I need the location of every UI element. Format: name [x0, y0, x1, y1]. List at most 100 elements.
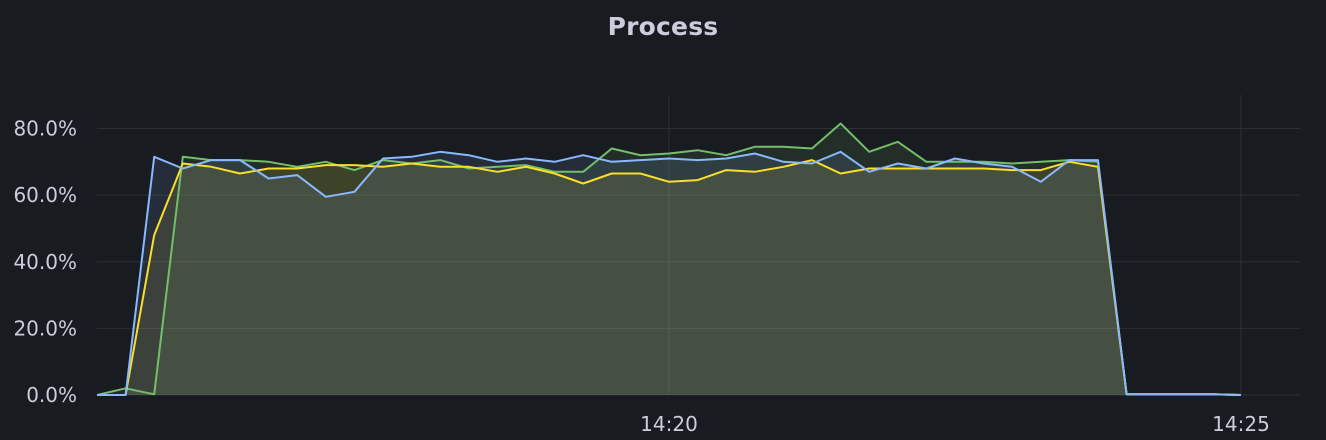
series-2-point[interactable]: [953, 167, 956, 170]
series-3-point[interactable]: [725, 157, 728, 160]
series-1-point[interactable]: [810, 147, 813, 150]
series-1-point[interactable]: [696, 149, 699, 152]
series-2-point[interactable]: [782, 165, 785, 168]
series-3-point[interactable]: [1068, 159, 1071, 162]
series-3-point[interactable]: [868, 170, 871, 173]
series-3-point[interactable]: [839, 150, 842, 153]
series-1-point[interactable]: [639, 154, 642, 157]
series-3-point[interactable]: [782, 160, 785, 163]
series-3-point[interactable]: [1211, 393, 1214, 396]
series-1-point[interactable]: [610, 147, 613, 150]
series-1-point[interactable]: [439, 159, 442, 162]
series-3-point[interactable]: [296, 174, 299, 177]
series-2-point[interactable]: [238, 172, 241, 175]
series-3-point[interactable]: [553, 160, 556, 163]
series-2-point[interactable]: [267, 167, 270, 170]
series-2-point[interactable]: [868, 167, 871, 170]
series-3-point[interactable]: [1182, 393, 1185, 396]
series-1-point[interactable]: [868, 150, 871, 153]
series-1-point[interactable]: [953, 160, 956, 163]
series-1-point[interactable]: [267, 160, 270, 163]
series-2-point[interactable]: [753, 170, 756, 173]
series-2-point[interactable]: [610, 172, 613, 175]
series-2-point[interactable]: [439, 165, 442, 168]
series-3-point[interactable]: [639, 159, 642, 162]
series-3-point[interactable]: [95, 393, 98, 396]
series-2-point[interactable]: [839, 172, 842, 175]
series-3-point[interactable]: [1096, 159, 1099, 162]
series-2-point[interactable]: [467, 165, 470, 168]
series-3-point[interactable]: [667, 157, 670, 160]
series-2-point[interactable]: [296, 167, 299, 170]
series-1-point[interactable]: [1039, 160, 1042, 163]
series-3-line[interactable]: [97, 150, 1242, 396]
panel-title[interactable]: Process: [607, 12, 719, 41]
series-1-point[interactable]: [496, 165, 499, 168]
series-2-point[interactable]: [1039, 169, 1042, 172]
series-3-point[interactable]: [810, 162, 813, 165]
series-3-point[interactable]: [1125, 393, 1128, 396]
series-2-point[interactable]: [982, 167, 985, 170]
series-1-point[interactable]: [896, 140, 899, 143]
series-1-point[interactable]: [324, 160, 327, 163]
series-3-point[interactable]: [153, 155, 156, 158]
series-1-point[interactable]: [582, 170, 585, 173]
series-3-point[interactable]: [124, 393, 127, 396]
series-3-point[interactable]: [181, 167, 184, 170]
series-2-point[interactable]: [381, 165, 384, 168]
series-2-point[interactable]: [210, 165, 213, 168]
series-1-point[interactable]: [753, 145, 756, 148]
series-3-point[interactable]: [267, 177, 270, 180]
series-2-point[interactable]: [725, 169, 728, 172]
series-3-point[interactable]: [238, 159, 241, 162]
series-2-point[interactable]: [324, 164, 327, 167]
series-1-point[interactable]: [181, 155, 184, 158]
series-3-point[interactable]: [582, 154, 585, 157]
series-2-point[interactable]: [896, 167, 899, 170]
series-2-point[interactable]: [582, 182, 585, 185]
series-1-point[interactable]: [1011, 162, 1014, 165]
series-2-point[interactable]: [153, 234, 156, 237]
series-3-point[interactable]: [953, 157, 956, 160]
series-3-point[interactable]: [439, 150, 442, 153]
series-2-point[interactable]: [667, 180, 670, 183]
series-3-point[interactable]: [896, 162, 899, 165]
series-3-point[interactable]: [696, 159, 699, 162]
series-3-point[interactable]: [496, 160, 499, 163]
series-1-point[interactable]: [153, 393, 156, 396]
series-3-point[interactable]: [1154, 393, 1157, 396]
series-2-point[interactable]: [639, 172, 642, 175]
series-2-point[interactable]: [810, 159, 813, 162]
series-3-point[interactable]: [1011, 165, 1014, 168]
series-1-line[interactable]: [96, 122, 1242, 396]
series-2-point[interactable]: [1011, 169, 1014, 172]
series-3-point[interactable]: [210, 159, 213, 162]
series-2-point[interactable]: [696, 179, 699, 182]
series-2-point[interactable]: [553, 172, 556, 175]
series-3-point[interactable]: [524, 157, 527, 160]
series-3-point[interactable]: [410, 155, 413, 158]
series-3-point[interactable]: [467, 154, 470, 157]
series-3-point[interactable]: [925, 167, 928, 170]
series-2-point[interactable]: [181, 162, 184, 165]
series-1-point[interactable]: [839, 122, 842, 125]
series-2-line[interactable]: [97, 159, 1242, 396]
series-3-point[interactable]: [753, 152, 756, 155]
series-3-point[interactable]: [982, 162, 985, 165]
series-2-point[interactable]: [496, 170, 499, 173]
series-3-point[interactable]: [381, 157, 384, 160]
series-2-point[interactable]: [353, 164, 356, 167]
series-3-point[interactable]: [353, 190, 356, 193]
series-3-point[interactable]: [1039, 180, 1042, 183]
series-1-point[interactable]: [782, 145, 785, 148]
series-1-point[interactable]: [667, 152, 670, 155]
series-3-point[interactable]: [1239, 393, 1242, 396]
series-2-point[interactable]: [410, 162, 413, 165]
series-1-point[interactable]: [725, 154, 728, 157]
series-1-point[interactable]: [925, 160, 928, 163]
series-3-point[interactable]: [610, 160, 613, 163]
series-1-point[interactable]: [353, 169, 356, 172]
series-2-point[interactable]: [524, 165, 527, 168]
series-3-point[interactable]: [324, 195, 327, 198]
